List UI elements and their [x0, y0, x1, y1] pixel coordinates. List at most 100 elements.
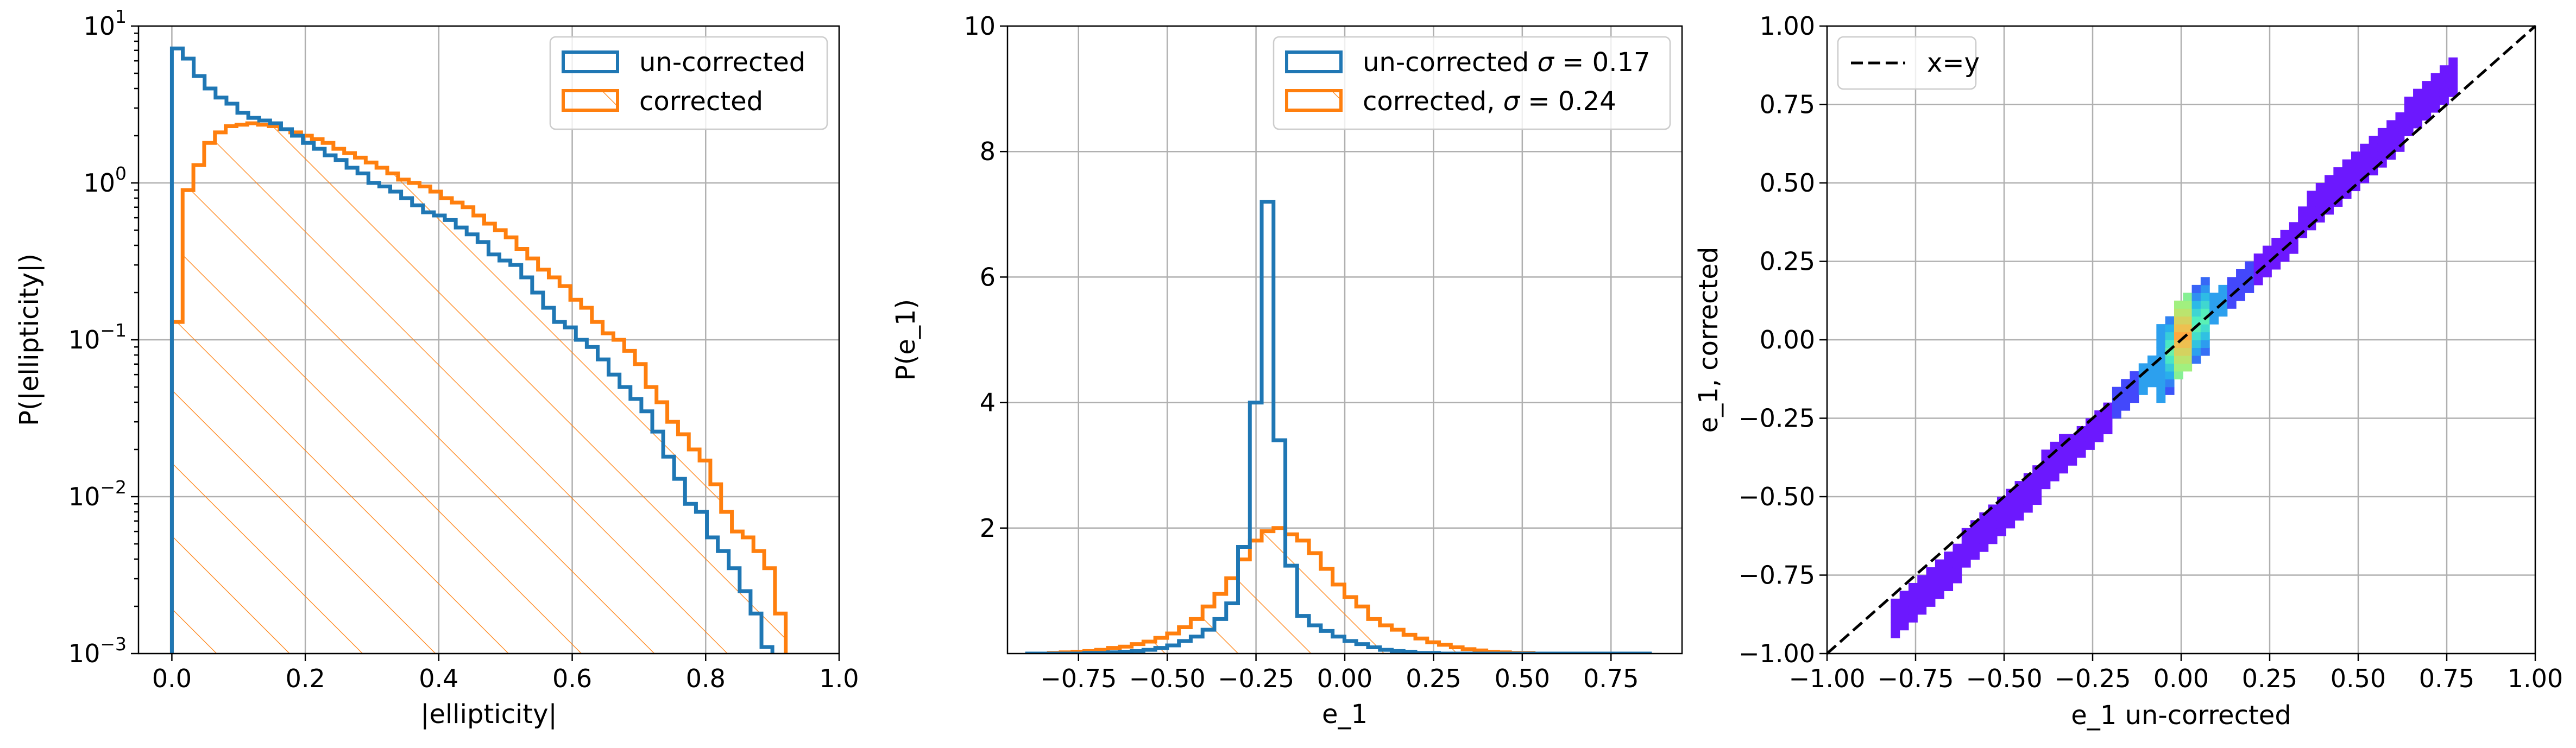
heatmap-cell: [2236, 293, 2245, 301]
heatmap-cell: [2404, 97, 2414, 105]
heatmap-cell: [2014, 504, 2024, 513]
heatmap-cell: [1988, 536, 1998, 544]
heatmap-cell: [2165, 371, 2175, 379]
heatmap-cell: [1970, 536, 1980, 544]
heatmap-cell: [2298, 214, 2308, 223]
p3-legend-label: x=y: [1927, 48, 1980, 78]
p1-legend-label-corrected: corrected: [639, 86, 763, 117]
heatmap-cell: [2413, 104, 2422, 113]
p1-hatch-corrected: [172, 123, 786, 654]
p2-legend-swatch-corrected: [1285, 89, 1343, 112]
p3-xtick-label: 0.50: [2331, 664, 2386, 693]
heatmap-cell: [2422, 81, 2432, 90]
heatmap-cell: [2448, 65, 2458, 74]
heatmap-cell: [2183, 347, 2193, 356]
heatmap-cell: [2174, 316, 2183, 325]
heatmap-cell: [2430, 88, 2440, 97]
heatmap-cell: [2032, 481, 2042, 490]
p2-step-uncorrected: [1025, 200, 1652, 654]
heatmap-cell: [2032, 489, 2042, 497]
heatmap-cell: [2174, 324, 2183, 333]
heatmap-cell: [2448, 81, 2458, 90]
p2-ytick-label: 8: [980, 137, 996, 166]
p2-xtick-label: −0.50: [1129, 664, 1206, 693]
heatmap-cell: [2147, 355, 2157, 364]
heatmap-cell: [2245, 261, 2254, 270]
p1-ylabel: P(|ellipticity|): [14, 253, 45, 426]
heatmap-cell: [2351, 159, 2360, 168]
heatmap-cell: [2138, 379, 2148, 388]
heatmap-cell: [2386, 120, 2396, 129]
heatmap-cell: [2032, 473, 2042, 481]
heatmap-cell: [2307, 222, 2316, 231]
p3-heatmap-cells: [1891, 57, 2458, 638]
heatmap-cell: [2165, 324, 2175, 333]
heatmap-cell: [2076, 449, 2086, 458]
heatmap-cell: [1891, 598, 1900, 607]
heatmap-cell: [2271, 238, 2281, 246]
heatmap-cell: [2289, 222, 2298, 231]
heatmap-cell: [1996, 528, 2006, 536]
heatmap-cell: [1891, 630, 1900, 638]
heatmap-cell: [2200, 293, 2210, 301]
heatmap-cell: [2448, 57, 2458, 66]
heatmap-cell: [2006, 512, 2016, 521]
heatmap-cell: [2103, 410, 2113, 419]
heatmap-cell: [2094, 410, 2104, 419]
p3-xtick-label: −0.75: [1878, 664, 1954, 693]
heatmap-cell: [2174, 363, 2183, 372]
p1-xtick-label: 0.2: [286, 664, 325, 693]
heatmap-cell: [2103, 426, 2113, 434]
heatmap-cell: [1944, 552, 1954, 560]
heatmap-cell: [1926, 575, 1936, 584]
heatmap-cell: [2333, 198, 2343, 207]
heatmap-cell: [2289, 230, 2298, 238]
heatmap-cell: [1944, 559, 1954, 568]
heatmap-cell: [2191, 308, 2201, 317]
p2-xlabel: e_1: [1322, 699, 1368, 730]
heatmap-cell: [2439, 81, 2449, 90]
heatmap-cell: [1908, 598, 1918, 607]
heatmap-cell: [2422, 97, 2432, 105]
heatmap-cell: [1979, 520, 1989, 529]
p2-legend-swatch-uncorrected: [1285, 50, 1343, 73]
heatmap-cell: [2253, 277, 2263, 286]
heatmap-cell: [2360, 175, 2370, 183]
heatmap-cell: [1996, 512, 2006, 521]
heatmap-cell: [2369, 159, 2378, 168]
heatmap-cell: [2236, 277, 2245, 286]
heatmap-cell: [2023, 489, 2033, 497]
heatmap-cell: [2191, 316, 2201, 325]
heatmap-cell: [1935, 559, 1944, 568]
p2-ytick-label: 6: [980, 262, 996, 291]
heatmap-cell: [2218, 293, 2228, 301]
heatmap-cell: [2165, 316, 2175, 325]
heatmap-cell: [2430, 97, 2440, 105]
heatmap-cell: [2191, 284, 2201, 293]
p2-ylabel: P(e_1): [891, 299, 921, 381]
heatmap-cell: [2377, 151, 2387, 160]
heatmap-cell: [2059, 465, 2068, 474]
heatmap-cell: [1961, 543, 1971, 552]
heatmap-cell: [2227, 277, 2237, 286]
heatmap-cell: [2333, 183, 2343, 192]
p3-ytick-label: −0.25: [1739, 404, 1815, 433]
heatmap-cell: [2430, 104, 2440, 113]
p2-series-layer: [1025, 200, 1652, 654]
heatmap-cell: [1953, 559, 1962, 568]
p3-ytick-label: 0.75: [1760, 90, 1815, 119]
heatmap-cell: [1996, 504, 2006, 513]
heatmap-cell: [2014, 489, 2024, 497]
heatmap-cell: [2404, 104, 2414, 113]
p2-legend: un-corrected σ = 0.17 corrected, σ = 0.2…: [1273, 36, 1671, 130]
p1-xtick-label: 0.6: [552, 664, 592, 693]
heatmap-cell: [2369, 167, 2378, 176]
heatmap-cell: [2200, 308, 2210, 317]
p1-ytick-label: 101: [83, 6, 127, 41]
heatmap-cell: [2404, 120, 2414, 129]
heatmap-cell: [2174, 332, 2183, 340]
heatmap-cell: [1953, 575, 1962, 584]
p1-xtick-label: 0.0: [152, 664, 192, 693]
heatmap-cell: [2085, 434, 2095, 442]
heatmap-cell: [2369, 143, 2378, 152]
